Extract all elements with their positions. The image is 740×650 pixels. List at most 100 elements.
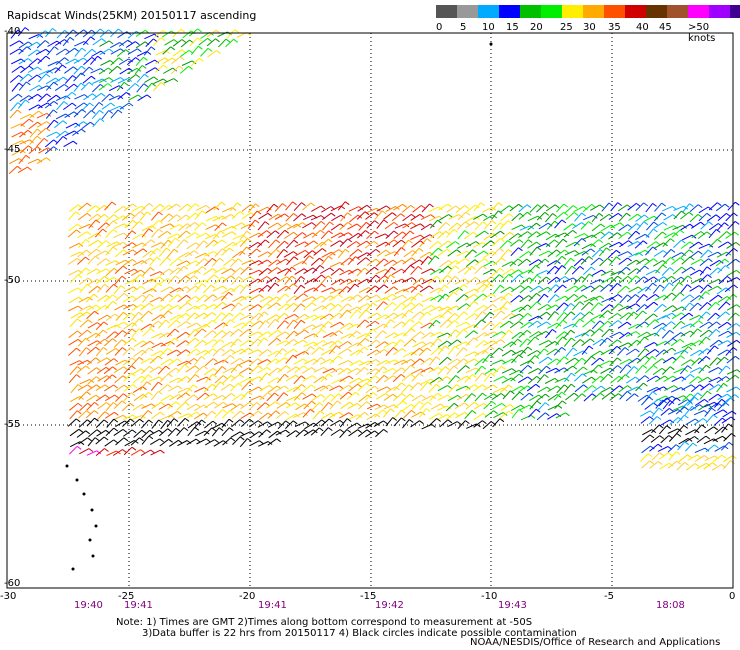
- wind-barb: [384, 332, 395, 339]
- wind-barb: [80, 82, 86, 87]
- wind-barb: [302, 222, 313, 229]
- wind-barb: [366, 248, 377, 257]
- wind-barb: [480, 202, 486, 207]
- wind-barb: [104, 439, 114, 447]
- wind-barb: [386, 359, 391, 364]
- wind-barb: [212, 285, 224, 292]
- wind-barb: [689, 340, 700, 347]
- wind-barb: [726, 321, 732, 326]
- wind-barb: [465, 367, 477, 374]
- wind-barb: [501, 257, 506, 262]
- wind-barb: [126, 74, 137, 82]
- wind-barb: [672, 355, 681, 364]
- wind-barb: [689, 373, 695, 378]
- wind-barb: [229, 354, 235, 359]
- wind-barb: [232, 393, 242, 402]
- wind-barb: [108, 77, 114, 81]
- wind-barb: [401, 239, 409, 249]
- wind-barb: [355, 367, 365, 376]
- wind-barb: [154, 64, 164, 73]
- wind-barb: [527, 350, 538, 357]
- wind-barb: [69, 366, 78, 376]
- wind-barb: [303, 365, 308, 370]
- wind-barb: [339, 238, 349, 248]
- wind-barb: [537, 386, 548, 393]
- wind-barb: [517, 338, 523, 343]
- wind-barb: [151, 211, 159, 221]
- wind-barb: [366, 220, 375, 229]
- wind-barb: [664, 232, 675, 239]
- wind-barb: [26, 46, 32, 51]
- wind-barb: [563, 329, 572, 339]
- wind-barb: [194, 337, 200, 342]
- wind-barb: [311, 367, 316, 371]
- wind-barb: [600, 386, 611, 394]
- wind-barb: [222, 225, 233, 232]
- wind-barb: [545, 239, 555, 248]
- wind-barb: [166, 328, 176, 338]
- wind-barb: [76, 257, 82, 262]
- wind-barb: [55, 57, 65, 65]
- wind-barb: [149, 429, 160, 437]
- wind-barb: [445, 291, 454, 301]
- wind-barb: [88, 213, 98, 222]
- wind-barb: [276, 249, 285, 259]
- wind-barb: [707, 376, 713, 381]
- wind-barb: [96, 248, 101, 253]
- wind-barb: [176, 331, 187, 339]
- wind-barb: [529, 394, 540, 402]
- wind-barb: [705, 414, 714, 424]
- wind-barb: [554, 400, 563, 410]
- wind-barb: [132, 375, 143, 384]
- wind-barb: [79, 223, 90, 230]
- wind-barb: [708, 367, 719, 373]
- wind-barb: [88, 81, 94, 86]
- wind-barb: [697, 376, 703, 381]
- wind-barb: [250, 212, 256, 217]
- wind-barb: [196, 294, 205, 303]
- wind-barb: [101, 110, 110, 120]
- wind-barb: [726, 393, 732, 398]
- wind-barb: [563, 384, 569, 389]
- wind-barb: [213, 312, 222, 322]
- wind-barb: [462, 347, 468, 352]
- wind-barb: [383, 301, 388, 306]
- wind-barb: [347, 268, 359, 275]
- wind-barb: [176, 239, 185, 249]
- wind-barb: [358, 221, 367, 231]
- wind-barb: [497, 202, 503, 207]
- wind-barb: [239, 436, 245, 441]
- wind-barb: [266, 401, 276, 409]
- wind-barb: [193, 328, 203, 337]
- wind-barb: [671, 312, 682, 320]
- wind-barb: [249, 440, 260, 447]
- wind-barb: [357, 429, 368, 437]
- wind-barb: [464, 330, 475, 339]
- wind-barb: [188, 413, 193, 418]
- wind-barb: [574, 332, 586, 339]
- wind-barb: [599, 284, 605, 289]
- wind-barb: [105, 240, 111, 245]
- wind-barb: [538, 222, 549, 230]
- wind-barb: [606, 247, 611, 252]
- wind-barb: [204, 401, 214, 409]
- wind-barb: [195, 232, 207, 239]
- wind-barb: [185, 365, 196, 373]
- wind-barb: [313, 241, 323, 250]
- wind-barb: [670, 321, 676, 326]
- wind-barb: [706, 212, 712, 217]
- wind-barb: [87, 322, 98, 329]
- wind-barb: [285, 401, 291, 406]
- wind-barb: [687, 365, 692, 370]
- wind-barb: [339, 391, 349, 400]
- wind-barb: [689, 256, 695, 261]
- wind-barb: [16, 109, 22, 114]
- wind-barb: [79, 448, 90, 455]
- wind-barb: [176, 260, 187, 267]
- wind-barb: [723, 433, 732, 442]
- wind-barb: [617, 275, 622, 280]
- wind-barb: [465, 216, 476, 223]
- wind-barb: [561, 219, 567, 224]
- wind-barb: [694, 398, 705, 406]
- wind-barb: [95, 321, 105, 331]
